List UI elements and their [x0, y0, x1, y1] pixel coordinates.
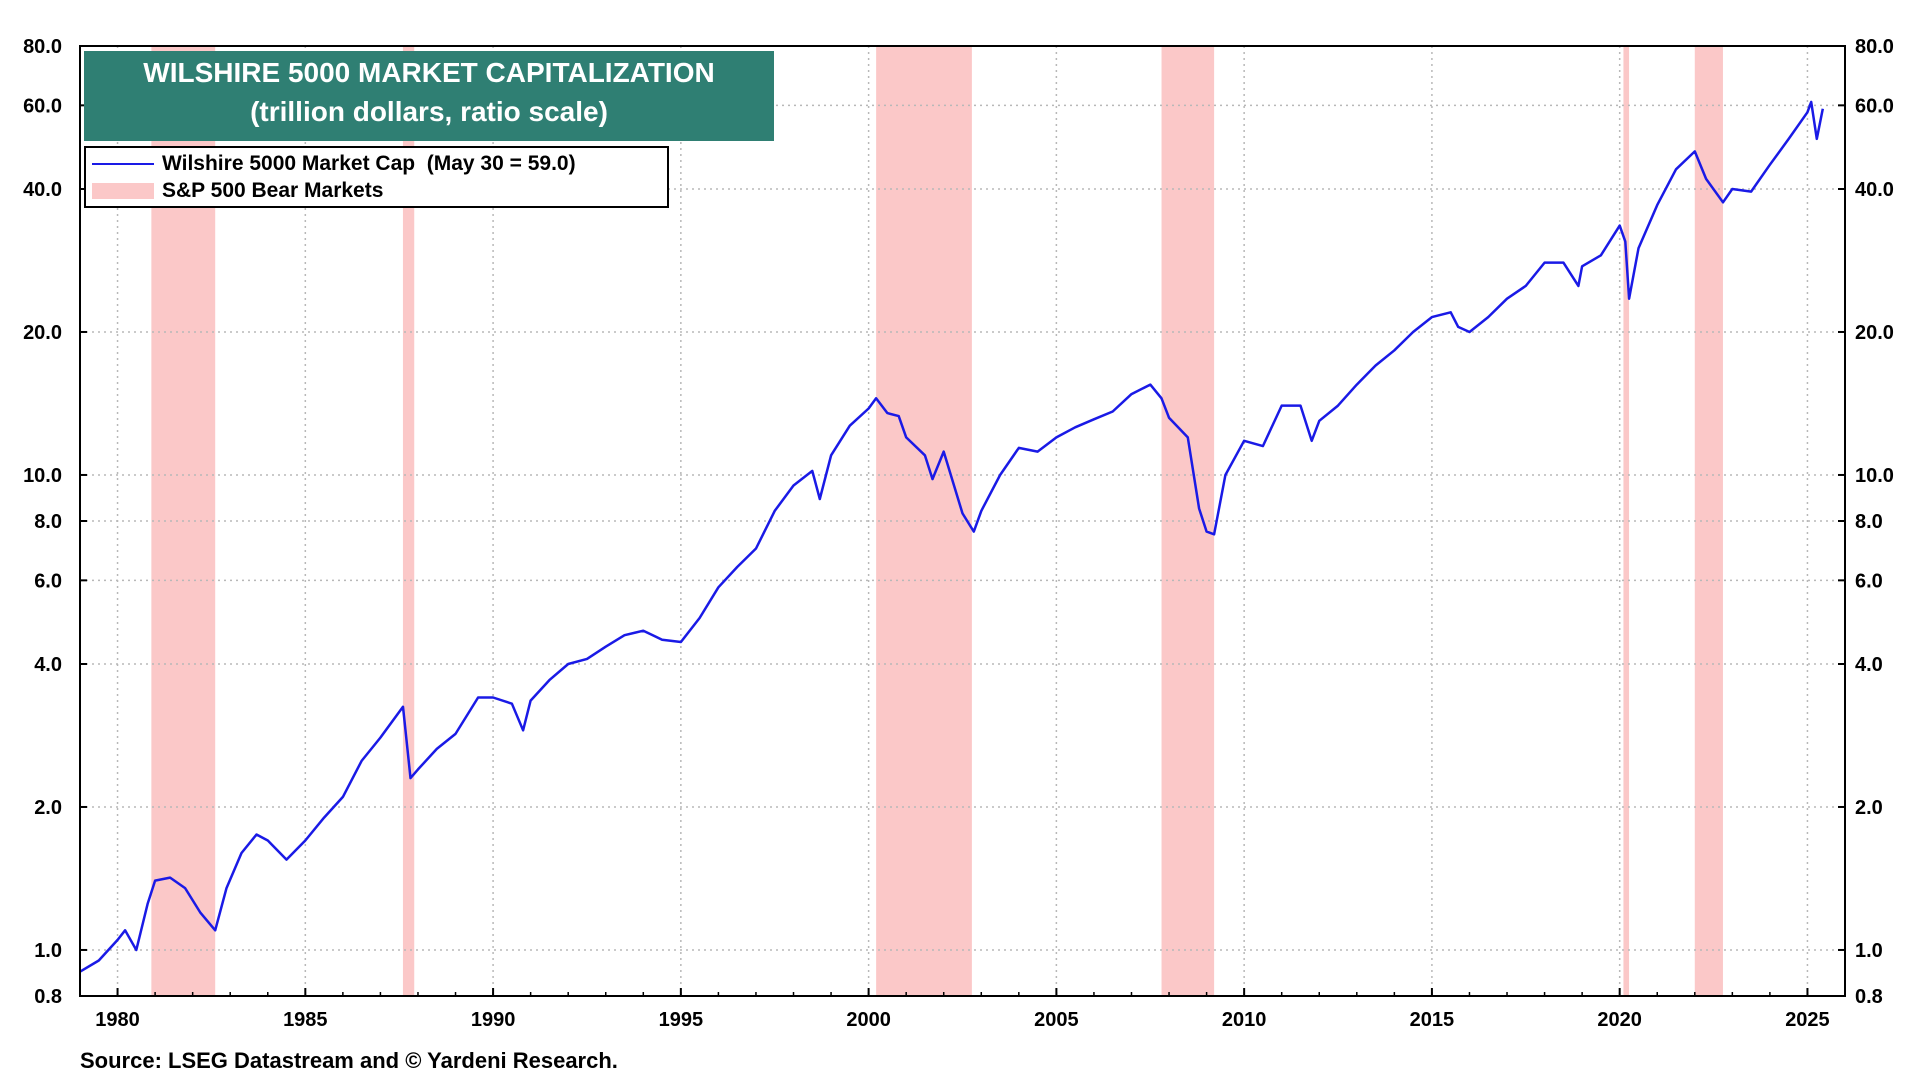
legend-item-series: Wilshire 5000 Market Cap (May 30 = 59.0)	[92, 151, 576, 177]
series-line-layer	[79, 100, 1825, 973]
x-tick-label: 1995	[659, 1009, 704, 1031]
series-line-0	[79, 100, 1825, 973]
y-tick-label-right: 40.0	[1855, 179, 1894, 201]
y-tick-label-right: 20.0	[1855, 322, 1894, 344]
legend-series-label: Wilshire 5000 Market Cap (May 30 = 59.0)	[162, 152, 576, 175]
y-tick-label-right: 0.8	[1855, 986, 1883, 1008]
y-tick-label-left: 8.0	[34, 511, 62, 533]
y-tick-label-left: 0.8	[34, 986, 62, 1008]
y-tick-label-right: 6.0	[1855, 570, 1883, 592]
legend-item-bands: S&P 500 Bear Markets	[92, 178, 383, 204]
bear-market-band-2	[876, 46, 972, 996]
y-tick-label-right: 4.0	[1855, 654, 1883, 676]
y-tick-label-left: 6.0	[34, 570, 62, 592]
chart-subtitle: (trillion dollars, ratio scale)	[250, 96, 608, 127]
x-tick-label: 1985	[283, 1009, 328, 1031]
legend-band-swatch	[92, 183, 154, 199]
legend-line-swatch	[92, 163, 154, 165]
y-tick-label-left: 10.0	[23, 465, 62, 487]
x-tick-label: 2000	[846, 1009, 891, 1031]
y-tick-label-left: 60.0	[23, 95, 62, 117]
x-tick-label: 2025	[1785, 1009, 1830, 1031]
y-tick-label-right: 80.0	[1855, 36, 1894, 58]
bear-market-band-3	[1161, 46, 1215, 996]
y-tick-label-right: 10.0	[1855, 465, 1894, 487]
y-tick-label-left: 1.0	[34, 940, 62, 962]
axis-ticks: 0.8 0.8 1.0 1.0 2.0 2.0 4.0 4.0 6.0 6.0 8.0 8.0 10.0…	[23, 36, 1894, 1031]
x-tick-label: 2015	[1410, 1009, 1455, 1031]
legend: Wilshire 5000 Market Cap (May 30 = 59.0)…	[84, 146, 669, 208]
y-tick-label-right: 1.0	[1855, 940, 1883, 962]
y-tick-label-left: 2.0	[34, 797, 62, 819]
y-tick-label-left: 80.0	[23, 36, 62, 58]
y-tick-label-left: 20.0	[23, 322, 62, 344]
source-note: Source: LSEG Datastream and © Yardeni Re…	[80, 1048, 618, 1073]
x-tick-label: 1990	[471, 1009, 516, 1031]
y-tick-label-right: 2.0	[1855, 797, 1883, 819]
x-tick-label: 1980	[95, 1009, 140, 1031]
x-tick-label: 2005	[1034, 1009, 1079, 1031]
x-tick-label: 2020	[1597, 1009, 1642, 1031]
chart-title: WILSHIRE 5000 MARKET CAPITALIZATION	[143, 57, 715, 88]
y-tick-label-left: 40.0	[23, 179, 62, 201]
legend-bands-label: S&P 500 Bear Markets	[162, 179, 384, 202]
x-tick-label: 2010	[1222, 1009, 1267, 1031]
bear-market-band-1	[402, 46, 415, 996]
y-tick-label-right: 60.0	[1855, 95, 1894, 117]
y-tick-label-left: 4.0	[34, 654, 62, 676]
y-tick-label-right: 8.0	[1855, 511, 1883, 533]
chart-title-box: WILSHIRE 5000 MARKET CAPITALIZATION (tri…	[84, 51, 774, 141]
bear-market-band-4	[1623, 46, 1630, 996]
